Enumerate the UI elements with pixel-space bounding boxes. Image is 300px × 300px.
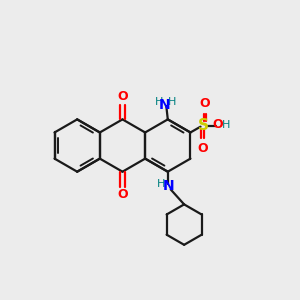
Text: O: O	[117, 90, 128, 103]
Text: H: H	[157, 179, 165, 190]
Text: O: O	[200, 97, 210, 110]
Text: O: O	[117, 188, 128, 201]
Text: N: N	[159, 98, 171, 112]
Text: S: S	[198, 118, 209, 133]
Text: N: N	[163, 179, 174, 193]
Text: O: O	[197, 142, 208, 155]
Text: H: H	[222, 120, 230, 130]
Text: O: O	[213, 118, 224, 131]
Text: H: H	[155, 97, 163, 106]
Text: H: H	[167, 97, 176, 106]
